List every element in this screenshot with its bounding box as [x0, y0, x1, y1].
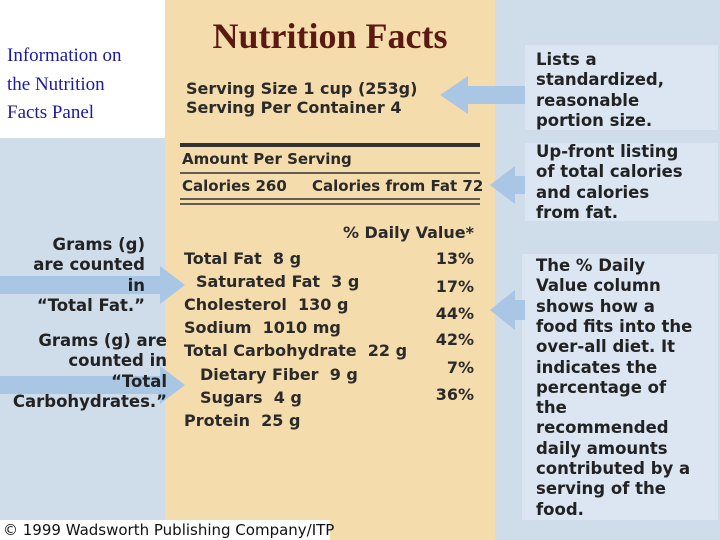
amount-per-serving: Amount Per Serving [182, 150, 352, 168]
nutrient: Total Fat 8 g [184, 249, 302, 268]
title-box [0, 0, 165, 138]
nutrient: Saturated Fat 3 g [196, 272, 360, 291]
daily-value: 7% [446, 358, 474, 377]
arrow [490, 166, 525, 204]
arrow [0, 366, 185, 404]
nutrient: Total Carbohydrate 22 g [184, 341, 408, 360]
nutrient: Dietary Fiber 9 g [200, 365, 358, 384]
side-note: counted in [68, 351, 167, 371]
note-box [525, 143, 718, 221]
calories: Calories 260 [182, 177, 287, 195]
title: Information on [7, 45, 122, 66]
nutrient: Protein 25 g [184, 411, 301, 430]
side-note: Up-front listing [536, 142, 679, 161]
side-note: reasonable [536, 90, 640, 110]
side-note: shows how a [536, 296, 655, 316]
side-note: Value column [536, 276, 661, 296]
side-note: and calories [536, 182, 650, 202]
title: the Nutrition [7, 74, 105, 95]
daily-value: 42% [435, 330, 474, 349]
side-note: in [127, 275, 145, 295]
arrow [490, 290, 525, 330]
side-note: The % Daily [536, 256, 646, 275]
side-note: recommended [536, 418, 669, 438]
side-note: of total calories [536, 162, 683, 182]
note-box [522, 254, 718, 520]
side-note: daily amounts [536, 438, 668, 458]
nutrient: Sugars 4 g [200, 388, 302, 407]
daily-value: 13% [435, 249, 474, 268]
side-note: indicates the [536, 357, 658, 377]
daily-value: 36% [435, 385, 474, 404]
side-note: Lists a [536, 50, 597, 69]
serving-size: Serving Size 1 cup (253g) [186, 79, 418, 98]
daily-value: 17% [435, 277, 474, 296]
side-note: percentage of [536, 377, 667, 397]
side-note: “Total Fat.” [36, 295, 145, 315]
label-panel [165, 0, 495, 540]
side-note: serving of the [536, 479, 666, 499]
label-heading: Nutrition Facts [212, 16, 448, 56]
arrow [440, 76, 525, 114]
servings-per-container: Serving Per Container 4 [186, 98, 402, 117]
side-note: Grams (g) are [38, 331, 167, 350]
side-note: are counted [33, 255, 145, 275]
side-note: Carbohydrates.” [12, 391, 167, 411]
daily-value-header: % Daily Value* [342, 223, 474, 242]
side-note: “Total [111, 371, 167, 391]
side-note: the [536, 398, 567, 418]
note-box [525, 45, 718, 130]
side-note: food. [536, 499, 584, 519]
side-note: contributed by a [536, 459, 691, 478]
arrow [0, 266, 185, 304]
calories-from-fat: Calories from Fat 72 [312, 177, 484, 195]
side-note: portion size. [536, 110, 653, 130]
side-note: from fat. [536, 202, 619, 222]
nutrient: Sodium 1010 mg [184, 318, 341, 337]
title: Facts Panel [7, 102, 95, 123]
nutrient: Cholesterol 130 g [184, 295, 349, 314]
copyright-strip [0, 520, 330, 540]
daily-value: 44% [435, 304, 474, 323]
side-note: standardized, [536, 70, 665, 90]
side-note: Grams (g) [52, 235, 145, 254]
side-note: over-all diet. It [536, 337, 676, 357]
side-note: food fits into the [536, 316, 693, 336]
copyright: © 1999 Wadsworth Publishing Company/ITP [3, 521, 335, 539]
